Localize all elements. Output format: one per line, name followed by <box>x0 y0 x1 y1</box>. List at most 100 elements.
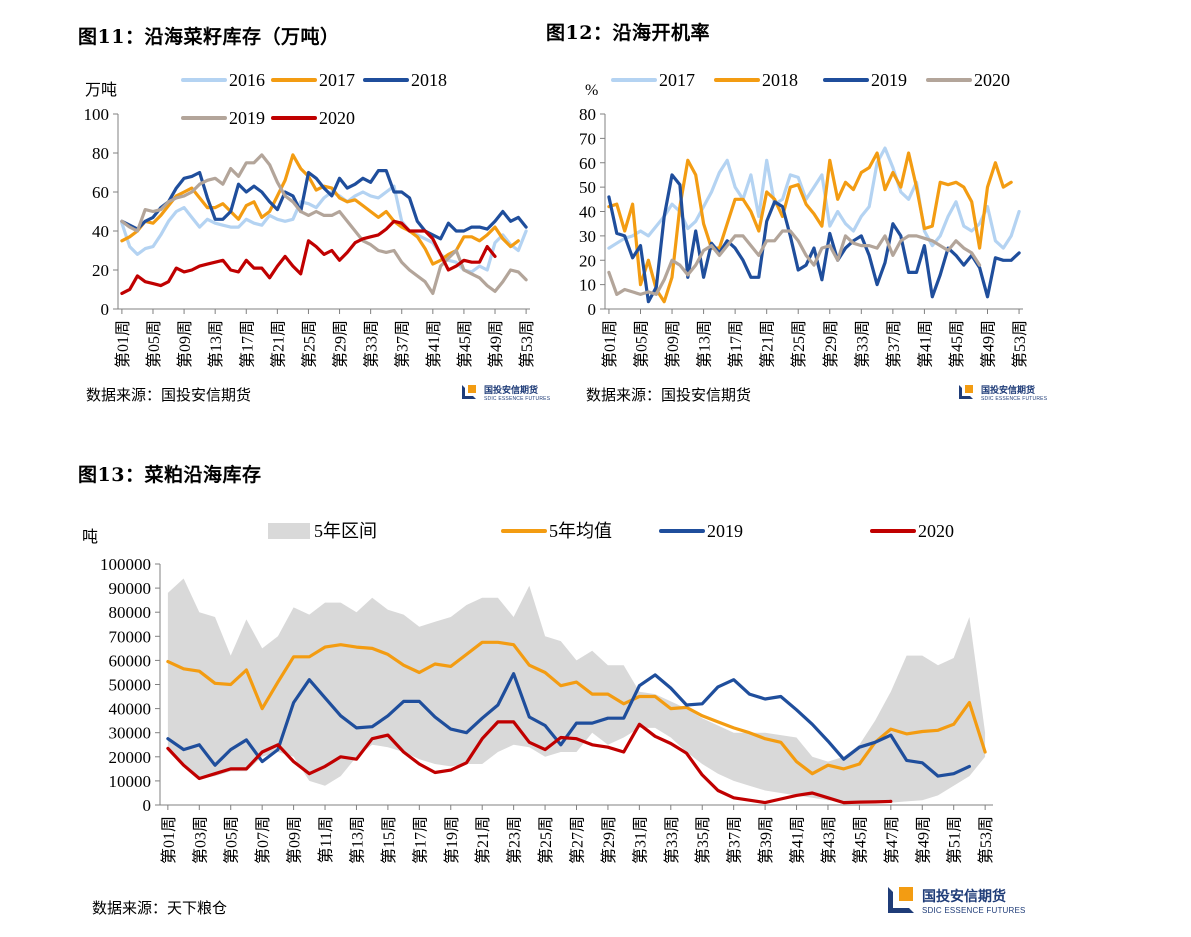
brand-logo: 国投安信期货 SDIC ESSENCE FUTURES <box>888 886 1026 915</box>
x-tick-label: 第29周 <box>332 320 350 368</box>
x-tick-label: 第15周 <box>380 816 398 864</box>
y-tick-label: 10 <box>579 276 596 295</box>
series-line-2018 <box>607 151 1013 304</box>
y-tick-label: 80 <box>92 144 109 163</box>
logo-english-name: SDIC ESSENCE FUTURES <box>981 396 1048 402</box>
y-tick-label: 100 <box>84 105 110 124</box>
y-tick-label: 50000 <box>109 676 152 695</box>
y-axis-unit-label: % <box>585 82 598 99</box>
x-tick-label: 第37周 <box>394 320 412 368</box>
x-tick-label: 第05周 <box>145 320 163 368</box>
y-tick-label: 50 <box>579 178 596 197</box>
x-tick-label: 第37周 <box>726 816 744 864</box>
y-tick-label: 0 <box>101 300 110 319</box>
x-tick-label: 第21周 <box>474 816 492 864</box>
y-tick-label: 80000 <box>109 603 152 622</box>
y-tick-label: 10000 <box>109 772 152 791</box>
legend-label-2017: 2017 <box>319 70 355 90</box>
series-line-2020 <box>120 219 497 295</box>
fig13-title: 图13：菜粕沿海库存 <box>78 464 262 486</box>
x-tick-label: 第17周 <box>411 816 429 864</box>
x-tick-label: 第53周 <box>1011 320 1029 368</box>
y-tick-label: 90000 <box>109 579 152 598</box>
legend-label-2019: 2019 <box>229 108 265 128</box>
series-line-2020 <box>166 720 893 805</box>
x-tick-label: 第43周 <box>820 816 838 864</box>
x-tick-label: 第33周 <box>663 816 681 864</box>
x-tick-label: 第03周 <box>191 816 209 864</box>
logo-mark-icon <box>888 886 918 915</box>
legend-label-2019: 2019 <box>871 70 907 90</box>
series-line-2017 <box>607 146 1021 250</box>
x-tick-label: 第09周 <box>664 320 682 368</box>
fig11-title: 图11：沿海菜籽库存（万吨） <box>78 26 340 48</box>
x-tick-label: 第09周 <box>176 320 194 368</box>
x-tick-label: 第27周 <box>569 816 587 864</box>
y-tick-label: 20000 <box>109 748 152 767</box>
logo-english-name: SDIC ESSENCE FUTURES <box>922 906 1026 915</box>
legend-label-2020: 2020 <box>974 70 1010 90</box>
y-tick-label: 70 <box>579 129 596 148</box>
y-tick-label: 0 <box>588 300 597 319</box>
x-tick-label: 第41周 <box>789 816 807 864</box>
y-tick-label: 80 <box>579 105 596 124</box>
x-tick-label: 第49周 <box>914 816 932 864</box>
legend-label-2016: 2016 <box>229 70 265 90</box>
fig11-source: 数据来源：国投安信期货 <box>86 386 252 404</box>
x-tick-label: 第39周 <box>757 816 775 864</box>
x-tick-label: 第05周 <box>223 816 241 864</box>
x-tick-label: 第25周 <box>300 320 318 368</box>
x-tick-label: 第33周 <box>853 320 871 368</box>
y-tick-label: 0 <box>143 796 152 815</box>
x-tick-label: 第19周 <box>443 816 461 864</box>
logo-chinese-name: 国投安信期货 <box>922 889 1006 905</box>
y-tick-label: 60 <box>92 183 109 202</box>
logo-english-name: SDIC ESSENCE FUTURES <box>484 396 551 402</box>
x-tick-label: 第25周 <box>537 816 555 864</box>
legend-label-5年均值: 5年均值 <box>549 521 612 541</box>
y-tick-label: 100000 <box>100 555 151 574</box>
logo-mark-icon <box>462 384 480 401</box>
x-tick-label: 第21周 <box>269 320 287 368</box>
x-tick-label: 第29周 <box>822 320 840 368</box>
x-tick-label: 第01周 <box>114 320 132 368</box>
x-tick-label: 第37周 <box>885 320 903 368</box>
x-tick-label: 第41周 <box>425 320 443 368</box>
x-tick-label: 第45周 <box>456 320 474 368</box>
band-5yr-range <box>167 578 986 803</box>
y-tick-label: 40 <box>92 222 109 241</box>
y-tick-label: 20 <box>579 251 596 270</box>
x-tick-label: 第13周 <box>696 320 714 368</box>
x-tick-label: 第11周 <box>317 816 335 863</box>
x-tick-label: 第21周 <box>759 320 777 368</box>
series-line-5年均值 <box>166 640 987 776</box>
series-line-2019 <box>166 672 971 778</box>
x-tick-label: 第29周 <box>600 816 618 864</box>
x-tick-label: 第23周 <box>506 816 524 864</box>
logo-mark-icon <box>959 384 977 401</box>
series-line-2019 <box>120 153 528 295</box>
legend-label-2017: 2017 <box>659 70 695 90</box>
x-tick-label: 第41周 <box>916 320 934 368</box>
legend-label-5年区间: 5年区间 <box>314 521 377 541</box>
x-tick-label: 第09周 <box>286 816 304 864</box>
y-axis-unit-label: 吨 <box>82 528 98 546</box>
y-tick-label: 40000 <box>109 700 152 719</box>
y-tick-label: 40 <box>579 203 596 222</box>
y-tick-label: 60 <box>579 154 596 173</box>
logo-chinese-name: 国投安信期货 <box>981 386 1036 396</box>
legend-label-2020: 2020 <box>918 521 954 541</box>
series-line-2020 <box>607 229 982 296</box>
x-tick-label: 第31周 <box>631 816 649 864</box>
legend-label-2020: 2020 <box>319 108 355 128</box>
x-tick-label: 第45周 <box>948 320 966 368</box>
y-tick-label: 20 <box>92 261 109 280</box>
legend-label-2018: 2018 <box>762 70 798 90</box>
brand-logo: 国投安信期货 SDIC ESSENCE FUTURES <box>959 383 1047 402</box>
y-axis-unit-label: 万吨 <box>85 81 117 99</box>
fig12-source: 数据来源：国投安信期货 <box>586 386 752 404</box>
y-tick-label: 30 <box>579 227 596 246</box>
x-tick-label: 第35周 <box>694 816 712 864</box>
